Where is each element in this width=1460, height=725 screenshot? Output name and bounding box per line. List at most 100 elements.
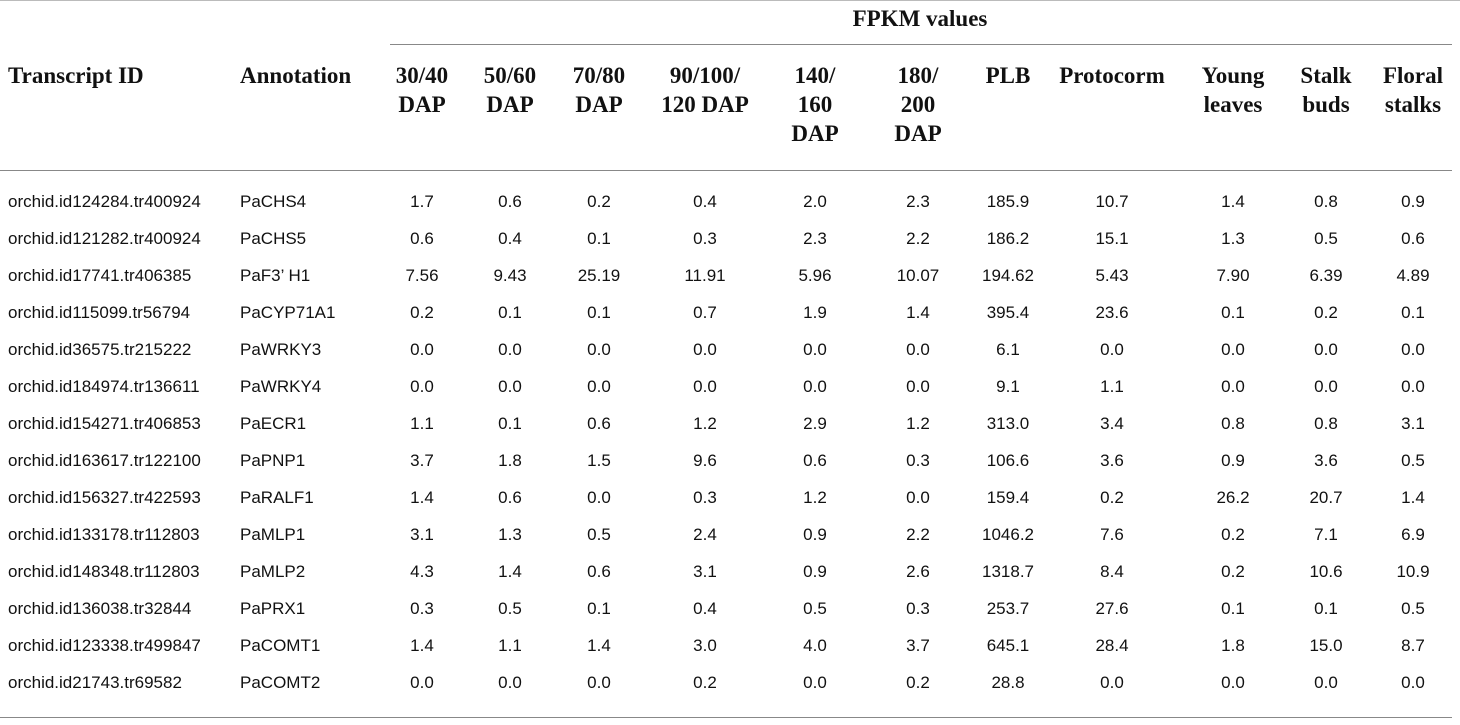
fpkm-value: 0.0 (906, 488, 930, 507)
fpkm-value: 0.2 (587, 192, 611, 211)
fpkm-value: 0.1 (498, 303, 522, 322)
header-rule (0, 170, 1452, 171)
column-header: 70/80 DAP (572, 63, 626, 117)
annotation: PaPRX1 (240, 599, 306, 618)
fpkm-value: 1.2 (693, 414, 717, 433)
fpkm-value: 6.9 (1401, 525, 1425, 544)
fpkm-value: 0.2 (906, 673, 930, 692)
fpkm-value: 0.1 (587, 303, 611, 322)
fpkm-value: 0.0 (1314, 673, 1338, 692)
fpkm-value: 1.4 (587, 636, 611, 655)
fpkm-value: 2.3 (906, 192, 930, 211)
fpkm-value: 0.4 (693, 599, 717, 618)
fpkm-value: 9.1 (996, 377, 1020, 396)
fpkm-value: 0.3 (693, 488, 717, 507)
group-rule (390, 44, 1452, 45)
fpkm-value: 0.5 (1401, 451, 1425, 470)
fpkm-value: 4.3 (410, 562, 434, 581)
fpkm-value: 1318.7 (982, 562, 1034, 581)
fpkm-value: 0.6 (587, 414, 611, 433)
fpkm-value: 0.6 (410, 229, 434, 248)
fpkm-value: 0.9 (803, 562, 827, 581)
column-header: Floral stalks (1382, 63, 1444, 117)
fpkm-value: 4.89 (1396, 266, 1430, 285)
column-header: PLB (985, 63, 1031, 88)
fpkm-value: 194.62 (982, 266, 1034, 285)
transcript-id: orchid.id156327.tr422593 (8, 488, 201, 507)
fpkm-value: 28.4 (1095, 636, 1129, 655)
fpkm-value: 1.3 (498, 525, 522, 544)
fpkm-value: 10.7 (1095, 192, 1129, 211)
fpkm-value: 27.6 (1095, 599, 1129, 618)
fpkm-value: 7.1 (1314, 525, 1338, 544)
fpkm-value: 0.0 (1401, 673, 1425, 692)
fpkm-value: 0.1 (1221, 599, 1245, 618)
fpkm-value: 0.0 (906, 340, 930, 359)
fpkm-value: 3.6 (1314, 451, 1338, 470)
fpkm-value: 1.1 (1100, 377, 1124, 396)
fpkm-value: 25.19 (577, 266, 621, 285)
column-header: 180/ 200 DAP (894, 63, 942, 146)
fpkm-value: 0.4 (693, 192, 717, 211)
fpkm-value: 3.0 (693, 636, 717, 655)
fpkm-value: 0.6 (498, 192, 522, 211)
fpkm-value: 4.0 (803, 636, 827, 655)
group-header: FPKM values (852, 6, 988, 31)
fpkm-value: 0.9 (1221, 451, 1245, 470)
fpkm-value: 0.0 (693, 377, 717, 396)
fpkm-value: 0.0 (587, 488, 611, 507)
fpkm-value: 15.1 (1095, 229, 1129, 248)
column-header: Young leaves (1201, 63, 1265, 117)
fpkm-value: 9.43 (493, 266, 527, 285)
fpkm-value: 0.3 (906, 599, 930, 618)
fpkm-value: 0.1 (587, 229, 611, 248)
fpkm-value: 15.0 (1309, 636, 1343, 655)
fpkm-value: 0.3 (693, 229, 717, 248)
fpkm-value: 1.1 (410, 414, 434, 433)
fpkm-value: 20.7 (1309, 488, 1343, 507)
fpkm-value: 1.8 (498, 451, 522, 470)
fpkm-value: 2.2 (906, 229, 930, 248)
annotation: PaF3’ H1 (240, 266, 311, 285)
fpkm-value: 3.1 (410, 525, 434, 544)
fpkm-value: 11.91 (684, 266, 726, 285)
fpkm-value: 1.4 (410, 636, 434, 655)
fpkm-value: 1.1 (498, 636, 522, 655)
fpkm-value: 0.0 (803, 340, 827, 359)
column-header: 50/60 DAP (483, 63, 537, 117)
fpkm-value: 0.0 (1100, 340, 1124, 359)
fpkm-value: 10.07 (896, 266, 940, 285)
fpkm-value: 0.0 (410, 340, 434, 359)
fpkm-value: 8.7 (1401, 636, 1425, 655)
fpkm-value: 0.0 (587, 377, 611, 396)
fpkm-value: 2.0 (803, 192, 827, 211)
fpkm-value: 0.2 (1100, 488, 1124, 507)
fpkm-value: 0.6 (803, 451, 827, 470)
fpkm-value: 1046.2 (982, 525, 1034, 544)
fpkm-value: 0.1 (587, 599, 611, 618)
fpkm-value: 0.5 (1401, 599, 1425, 618)
fpkm-value: 0.1 (498, 414, 522, 433)
transcript-id: orchid.id21743.tr69582 (8, 673, 182, 692)
fpkm-value: 1.4 (1221, 192, 1245, 211)
fpkm-value: 395.4 (986, 303, 1030, 322)
fpkm-value: 5.43 (1095, 266, 1129, 285)
bottom-rule (0, 717, 1452, 718)
transcript-id: orchid.id121282.tr400924 (8, 229, 201, 248)
fpkm-value: 0.0 (1401, 377, 1425, 396)
fpkm-value: 0.0 (498, 673, 522, 692)
fpkm-value: 0.0 (1221, 377, 1245, 396)
fpkm-value: 1.4 (498, 562, 522, 581)
fpkm-value: 0.8 (1314, 414, 1338, 433)
fpkm-value: 2.4 (693, 525, 717, 544)
annotation: PaWRKY4 (240, 377, 322, 396)
fpkm-value: 313.0 (986, 414, 1030, 433)
fpkm-value: 26.2 (1216, 488, 1250, 507)
fpkm-value: 1.4 (1401, 488, 1425, 507)
fpkm-value: 0.0 (1221, 673, 1245, 692)
fpkm-value: 0.5 (587, 525, 611, 544)
transcript-id: orchid.id133178.tr112803 (8, 525, 200, 544)
fpkm-value: 6.1 (996, 340, 1020, 359)
fpkm-value: 3.1 (693, 562, 717, 581)
fpkm-value: 6.39 (1309, 266, 1343, 285)
